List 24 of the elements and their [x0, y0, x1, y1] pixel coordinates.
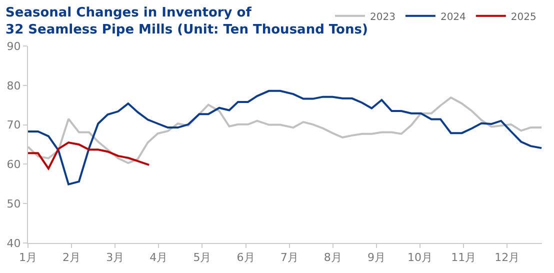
x-tick-label: 6月 [236, 251, 255, 264]
legend-label: 2023 [370, 12, 396, 23]
y-tick-label: 90 [6, 40, 21, 53]
y-tick-label: 60 [6, 158, 21, 172]
legend-label: 2024 [440, 12, 466, 23]
y-tick-label: 80 [6, 79, 21, 92]
x-tick-label: 4月 [150, 251, 168, 264]
y-tick-label: 50 [6, 197, 21, 210]
x-tick-label: 7月 [280, 251, 298, 264]
chart-title: Seasonal Changes in Inventory of 32 Seamless Pipe Mills (Unit: Ten Thousand Tons) [6, 5, 368, 38]
x-tick-label: 8月 [324, 251, 342, 264]
line-series [28, 142, 150, 170]
x-tick-label: 2月 [62, 251, 81, 264]
x-tick-label: 1月 [19, 251, 37, 264]
line-series [28, 90, 542, 186]
x-tick-label: 10月 [408, 251, 433, 264]
x-tick-label: 12月 [494, 251, 520, 264]
x-tick-label: 3月 [106, 251, 124, 264]
x-tick-label: 5月 [193, 251, 212, 264]
x-tick-label: 11月 [451, 251, 476, 264]
x-tick-label: 9月 [367, 251, 386, 264]
y-tick-label: 40 [6, 236, 21, 250]
y-tick-label: 70 [6, 118, 21, 132]
legend-label: 2025 [510, 12, 536, 23]
